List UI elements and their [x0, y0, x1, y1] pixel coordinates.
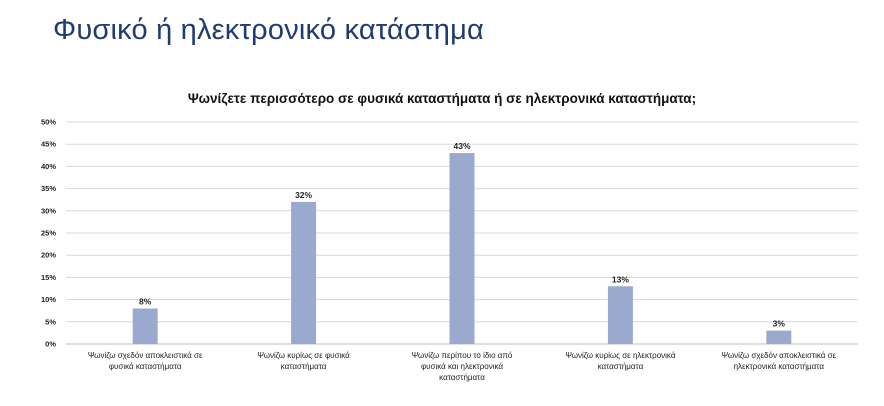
x-category-label: καταστήματα: [281, 362, 327, 371]
y-tick-label: 35%: [41, 184, 56, 193]
x-category-label: ηλεκτρονικά καταστήματα: [734, 362, 825, 371]
y-tick-label: 40%: [41, 162, 56, 171]
y-tick-label: 0%: [45, 340, 56, 349]
y-tick-label: 20%: [41, 251, 56, 260]
bar: [766, 330, 792, 344]
chart-title: Ψωνίζετε περισσότερο σε φυσικά καταστήμα…: [187, 91, 697, 106]
x-category-label: Ψωνίζω κυρίως σε ηλεκτρονικά: [565, 351, 675, 360]
x-category-label: καταστήματα: [439, 373, 485, 382]
x-category-label: Ψωνίζω περίπου το ίδιο από: [412, 351, 513, 360]
y-tick-label: 30%: [41, 206, 56, 215]
y-tick-label: 45%: [41, 140, 56, 149]
bar: [607, 286, 633, 344]
y-tick-label: 15%: [41, 273, 56, 282]
bar: [291, 201, 317, 344]
y-tick-label: 10%: [41, 295, 56, 304]
data-label: 3%: [773, 319, 786, 329]
y-tick-label: 5%: [45, 317, 56, 326]
x-category-label: φυσικά καταστήματα: [109, 362, 182, 371]
x-category-label: καταστήματα: [598, 362, 644, 371]
y-tick-label: 25%: [41, 229, 56, 238]
slide-title: Φυσικό ή ηλεκτρονικό κατάστημα: [53, 14, 484, 46]
x-category-label: Ψωνίζω σχεδόν αποκλειστικά σε: [721, 351, 836, 360]
data-label: 8%: [139, 296, 152, 306]
bar: [132, 308, 158, 344]
x-category-label: Ψωνίζω σχεδόν αποκλειστικά σε: [88, 351, 203, 360]
y-tick-label: 50%: [41, 118, 56, 127]
x-category-label: φυσικά και ηλεκτρονικά: [421, 362, 503, 371]
x-category-label: Ψωνίζω κυρίως σε φυσικά: [257, 351, 350, 360]
data-label: 13%: [612, 274, 629, 284]
data-label: 43%: [453, 141, 470, 151]
bar: [449, 153, 475, 344]
data-label: 32%: [295, 190, 312, 200]
